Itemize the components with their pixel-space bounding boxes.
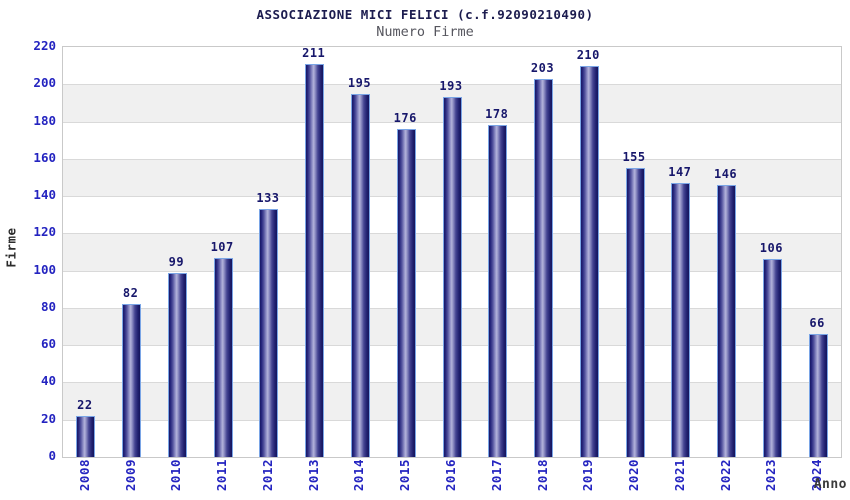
bar-value-label: 195 [347, 75, 372, 90]
x-axis-title: Anno [813, 477, 847, 492]
plot-area [62, 46, 842, 458]
bar-value-label: 178 [485, 107, 509, 122]
y-tick-label: 120 [33, 224, 56, 240]
x-tick-label: 2017 [488, 459, 504, 492]
x-tick-label: 2012 [259, 459, 275, 492]
bar-value-label: 203 [530, 60, 555, 75]
bar [671, 183, 691, 457]
y-tick-label: 100 [33, 261, 56, 277]
bar-value-label: 147 [668, 165, 692, 180]
bar [442, 97, 462, 457]
x-tick-label: 2021 [671, 459, 687, 492]
y-tick-label: 20 [40, 410, 56, 426]
y-axis-title: Firme [3, 227, 19, 268]
x-tick-label: 2013 [305, 459, 321, 492]
y-tick-label: 40 [40, 373, 56, 389]
x-tick-label: 2015 [397, 459, 413, 492]
bar [259, 209, 279, 457]
x-tick-label: 2018 [534, 459, 550, 492]
bar-value-label: 99 [168, 254, 185, 269]
bar [122, 304, 142, 457]
bar [808, 334, 828, 457]
x-tick-label: 2020 [626, 459, 642, 492]
x-tick-label: 2011 [214, 459, 230, 492]
y-tick-label: 160 [33, 149, 56, 165]
plot-band [63, 47, 841, 85]
y-tick-label: 200 [33, 75, 56, 91]
bar [167, 272, 187, 457]
x-tick-label: 2022 [717, 459, 733, 492]
bar [717, 184, 737, 457]
bar [396, 129, 416, 457]
x-tick-label: 2019 [580, 459, 596, 492]
x-tick-label: 2010 [168, 459, 184, 492]
bar-value-label: 193 [439, 79, 463, 94]
chart-title: ASSOCIAZIONE MICI FELICI (c.f.9209021049… [256, 7, 594, 22]
x-tick-label: 2014 [351, 459, 367, 492]
bar [350, 93, 370, 457]
x-tick-label: 2009 [122, 459, 138, 492]
bar-value-label: 66 [809, 316, 825, 330]
bar-value-label: 155 [622, 150, 646, 165]
bar [762, 259, 782, 457]
bar-value-label: 82 [122, 286, 139, 301]
bar-value-label: 210 [576, 47, 600, 62]
y-tick-label: 80 [40, 298, 56, 314]
y-tick-label: 220 [33, 38, 56, 53]
y-tick-label: 0 [48, 448, 56, 463]
bar [534, 78, 554, 457]
bar-value-label: 176 [393, 111, 417, 125]
gridline [63, 84, 841, 85]
bar [579, 65, 599, 457]
bar-value-label: 106 [759, 241, 783, 256]
bar-value-label: 211 [302, 45, 326, 60]
bar-value-label: 22 [77, 398, 93, 412]
bar [625, 168, 645, 457]
chart-subtitle: Numero Firme [376, 24, 474, 40]
bar [213, 257, 233, 457]
bar-value-label: 107 [210, 239, 234, 254]
bar-value-label: 133 [256, 191, 280, 206]
x-tick-label: 2016 [443, 459, 458, 492]
bar [305, 63, 325, 457]
x-tick-label: 2008 [76, 459, 92, 492]
y-tick-label: 60 [40, 336, 56, 352]
bar [76, 416, 96, 457]
bar-value-label: 146 [713, 166, 738, 181]
bar [488, 125, 508, 457]
x-tick-label: 2023 [763, 459, 779, 492]
y-tick-label: 140 [33, 187, 56, 203]
y-tick-label: 180 [33, 112, 56, 128]
